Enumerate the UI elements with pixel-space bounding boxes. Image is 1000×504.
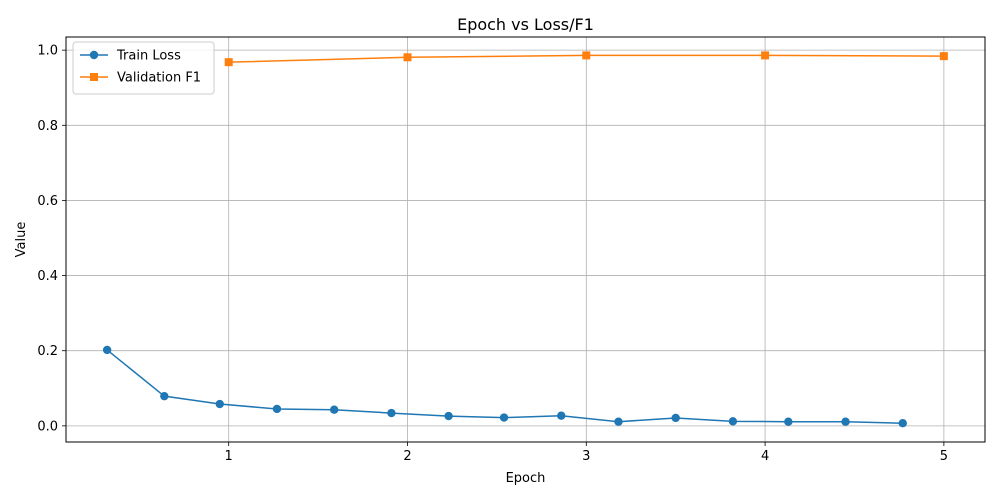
data-point-train-loss	[898, 419, 907, 428]
data-point-validation-f1	[403, 53, 412, 62]
series-validation-f1	[224, 51, 948, 67]
legend-label-validation-f1: Validation F1	[117, 71, 201, 86]
y-tick-label: 0.4	[37, 269, 58, 284]
data-point-train-loss	[215, 399, 224, 409]
grid-layer	[66, 37, 985, 442]
y-tick-label: 0.6	[37, 194, 58, 209]
x-tick-label: 1	[225, 449, 233, 464]
data-point-train-loss	[272, 404, 282, 414]
plot-frame	[65, 36, 986, 443]
legend: Train Loss Validation F1	[72, 41, 215, 95]
x-tick-label: 4	[761, 449, 769, 464]
data-point-train-loss	[614, 417, 623, 426]
y-tick-label: 0.8	[37, 119, 58, 134]
x-axis-label: Epoch	[506, 471, 546, 486]
legend-marker-train-loss	[89, 50, 99, 60]
x-tick-label: 2	[403, 449, 411, 464]
data-point-train-loss	[329, 405, 339, 414]
x-tick-label: 5	[940, 449, 948, 464]
legend-box	[72, 41, 215, 95]
y-axis-label: Value	[14, 222, 29, 258]
data-point-validation-f1	[939, 52, 948, 61]
x-tick-label: 3	[582, 449, 590, 464]
data-point-validation-f1	[582, 51, 591, 60]
data-point-train-loss	[728, 417, 738, 426]
y-tick-label: 0.0	[37, 419, 58, 434]
series-layer	[102, 51, 948, 428]
series-line-train-loss	[106, 349, 903, 424]
data-point-train-loss	[841, 417, 850, 426]
data-point-train-loss	[102, 345, 112, 355]
data-point-train-loss	[387, 408, 396, 418]
legend-label-train-loss: Train Loss	[116, 49, 181, 64]
data-point-train-loss	[160, 391, 169, 401]
data-point-train-loss	[499, 413, 509, 422]
series-train-loss	[102, 345, 907, 428]
data-point-validation-f1	[761, 51, 770, 60]
y-tick-label: 0.2	[37, 344, 58, 359]
axis-layer: 1 2 3 4 5 0.0 0.2 0.4 0.6 0.8 1.0	[37, 44, 948, 464]
data-point-validation-f1	[224, 58, 233, 67]
chart-title: Epoch vs Loss/F1	[457, 15, 594, 34]
data-point-train-loss	[671, 413, 680, 423]
data-point-train-loss	[557, 411, 566, 420]
legend-marker-validation-f1	[90, 73, 98, 81]
data-point-train-loss	[784, 417, 793, 426]
y-tick-label: 1.0	[37, 44, 58, 59]
data-point-train-loss	[444, 411, 453, 421]
